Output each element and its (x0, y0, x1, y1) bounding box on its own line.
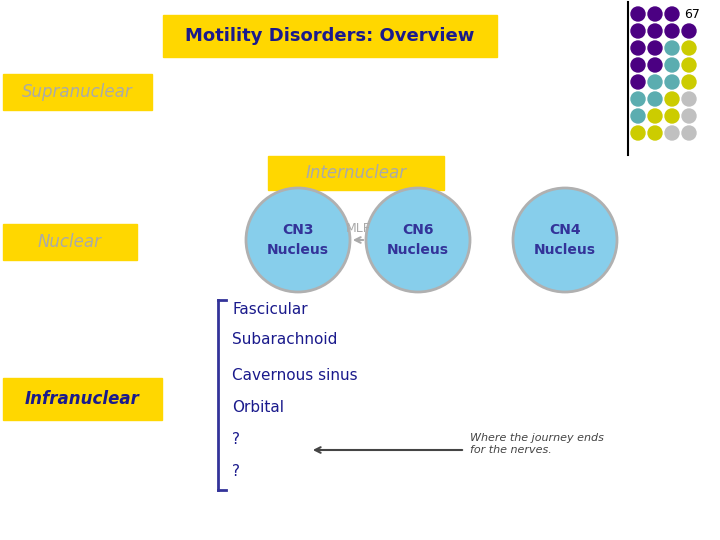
Circle shape (665, 7, 679, 21)
Circle shape (631, 7, 645, 21)
Text: Supranuclear: Supranuclear (22, 83, 132, 101)
Text: Fascicular: Fascicular (232, 302, 307, 318)
Circle shape (682, 24, 696, 38)
Text: ?: ? (232, 433, 240, 448)
FancyBboxPatch shape (3, 74, 152, 110)
Circle shape (648, 109, 662, 123)
Circle shape (682, 58, 696, 72)
Circle shape (682, 92, 696, 106)
Circle shape (665, 75, 679, 89)
Circle shape (631, 58, 645, 72)
Text: CN6
Nucleus: CN6 Nucleus (387, 223, 449, 256)
Text: Motility Disorders: Overview: Motility Disorders: Overview (185, 27, 474, 45)
Text: CN4
Nucleus: CN4 Nucleus (534, 223, 596, 256)
Circle shape (513, 188, 617, 292)
Circle shape (631, 41, 645, 55)
Text: 67: 67 (684, 8, 700, 21)
Text: Where the journey ends
for the nerves.: Where the journey ends for the nerves. (470, 433, 604, 455)
Circle shape (665, 92, 679, 106)
Circle shape (665, 24, 679, 38)
Text: Infranuclear: Infranuclear (24, 390, 140, 408)
Text: MLF: MLF (346, 221, 370, 234)
Circle shape (648, 75, 662, 89)
Circle shape (665, 126, 679, 140)
Circle shape (648, 58, 662, 72)
Circle shape (682, 109, 696, 123)
Circle shape (648, 7, 662, 21)
Circle shape (682, 75, 696, 89)
Circle shape (631, 126, 645, 140)
Circle shape (631, 75, 645, 89)
Circle shape (366, 188, 470, 292)
Text: Nuclear: Nuclear (38, 233, 102, 251)
Circle shape (648, 41, 662, 55)
FancyBboxPatch shape (3, 378, 162, 420)
Text: Orbital: Orbital (232, 401, 284, 415)
Circle shape (631, 24, 645, 38)
Text: Cavernous sinus: Cavernous sinus (232, 368, 358, 382)
Circle shape (648, 92, 662, 106)
Circle shape (631, 109, 645, 123)
Circle shape (665, 41, 679, 55)
Circle shape (682, 126, 696, 140)
Circle shape (631, 92, 645, 106)
Circle shape (665, 58, 679, 72)
Circle shape (648, 24, 662, 38)
Circle shape (246, 188, 350, 292)
Circle shape (648, 126, 662, 140)
FancyBboxPatch shape (3, 224, 137, 260)
Text: CN3
Nucleus: CN3 Nucleus (267, 223, 329, 256)
Circle shape (665, 109, 679, 123)
Text: ?: ? (232, 464, 240, 480)
Circle shape (682, 41, 696, 55)
Text: Subarachnoid: Subarachnoid (232, 333, 338, 348)
FancyBboxPatch shape (268, 156, 444, 190)
FancyBboxPatch shape (163, 15, 497, 57)
Text: Internuclear: Internuclear (305, 164, 407, 182)
